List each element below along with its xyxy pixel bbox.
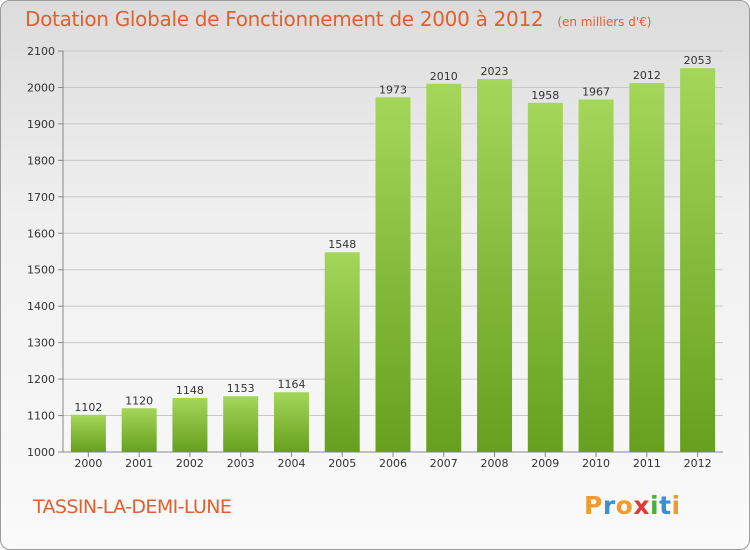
- y-tick-label: 1100: [27, 410, 55, 423]
- bar: [477, 79, 513, 452]
- logo-letter: P: [584, 491, 603, 520]
- logo-letter: t: [659, 491, 672, 520]
- unit-note: (en milliers d'€): [557, 15, 652, 29]
- y-tick-label: 1300: [27, 337, 55, 350]
- data-label: 2023: [481, 65, 509, 78]
- data-label: 2053: [684, 54, 712, 67]
- data-label: 1102: [74, 401, 102, 414]
- data-label: 1148: [176, 384, 204, 397]
- data-label: 1973: [379, 83, 407, 96]
- x-tick-label: 2005: [328, 457, 356, 470]
- bar: [426, 83, 462, 453]
- bar: [121, 408, 157, 452]
- y-tick-label: 1800: [27, 154, 55, 167]
- x-tick-label: 2012: [684, 457, 712, 470]
- x-tick-label: 2002: [176, 457, 204, 470]
- y-tick-label: 1200: [27, 373, 55, 386]
- bar: [70, 414, 106, 452]
- chart-title-text: Dotation Globale de Fonctionnement de 20…: [25, 7, 544, 31]
- x-tick-label: 2004: [277, 457, 305, 470]
- y-tick-label: 1900: [27, 118, 55, 131]
- y-tick-label: 2000: [27, 81, 55, 94]
- x-tick-label: 2001: [125, 457, 153, 470]
- bar: [273, 392, 309, 452]
- x-tick-label: 2006: [379, 457, 407, 470]
- logo-letter: o: [615, 491, 634, 520]
- logo-letter: i: [671, 491, 681, 520]
- data-label: 1967: [582, 85, 610, 98]
- bar: [375, 97, 411, 452]
- bar: [578, 99, 614, 452]
- x-tick-label: 2007: [430, 457, 458, 470]
- bar: [223, 396, 259, 452]
- y-tick-label: 1700: [27, 191, 55, 204]
- bar: [172, 398, 208, 452]
- bars: [70, 68, 716, 453]
- logo-letter: r: [602, 491, 616, 520]
- bar: [680, 68, 716, 452]
- x-tick-label: 2010: [582, 457, 610, 470]
- y-tick-label: 1000: [27, 446, 55, 459]
- logo-letter: x: [633, 491, 650, 520]
- bar: [324, 252, 360, 452]
- data-label: 2012: [633, 69, 661, 82]
- bar: [629, 83, 665, 452]
- data-labels: 1102 1120 1148 1153 1164 1548 1973 2010 2023 1958…: [74, 54, 711, 414]
- x-tick-label: 2000: [74, 457, 102, 470]
- y-tick-label: 1500: [27, 264, 55, 277]
- y-tick-label: 2100: [27, 45, 55, 58]
- y-tick-label: 1600: [27, 227, 55, 240]
- data-label: 2010: [430, 70, 458, 83]
- data-label: 1548: [328, 238, 356, 251]
- x-tick-label: 2011: [633, 457, 661, 470]
- commune-name: TASSIN-LA-DEMI-LUNE: [33, 496, 232, 518]
- data-label: 1120: [125, 394, 153, 407]
- chart-title: Dotation Globale de Fonctionnement de 20…: [25, 7, 651, 31]
- data-label: 1958: [531, 89, 559, 102]
- bar: [527, 102, 563, 453]
- proxiti-logo[interactable]: Proxiti: [584, 491, 681, 520]
- y-tick-label: 1400: [27, 300, 55, 313]
- logo-letter: i: [650, 491, 660, 520]
- x-tick-label: 2008: [481, 457, 509, 470]
- data-label: 1164: [277, 378, 305, 391]
- x-tick-label: 2009: [531, 457, 559, 470]
- data-label: 1153: [227, 382, 255, 395]
- x-tick-label: 2003: [227, 457, 255, 470]
